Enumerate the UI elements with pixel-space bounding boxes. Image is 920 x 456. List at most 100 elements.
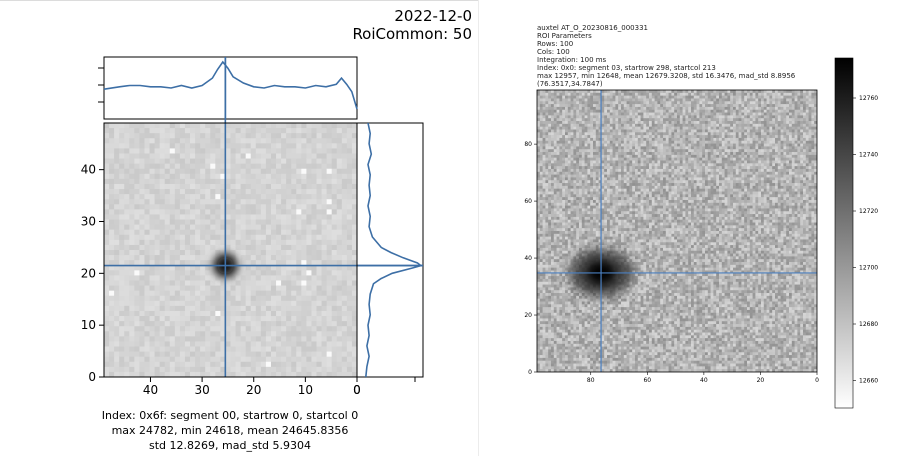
right-image-pixel (556, 284, 560, 288)
image-pixel (184, 255, 191, 261)
image-pixel (154, 178, 160, 185)
image-pixel (326, 189, 332, 195)
image-pixel (306, 250, 312, 256)
image-pixel (205, 143, 211, 149)
image-pixel (149, 214, 155, 220)
image-pixel (139, 316, 145, 322)
right-image-pixel (584, 146, 588, 150)
image-pixel (169, 128, 176, 134)
right-image-pixel (545, 259, 549, 263)
image-pixel (200, 265, 206, 271)
right-image-pixel (579, 197, 582, 201)
right-image-pixel (559, 98, 563, 102)
right-image-pixel (587, 137, 591, 141)
right-image-pixel (581, 346, 585, 350)
image-pixel (341, 351, 348, 357)
right-image-pixel (601, 309, 605, 313)
right-image-pixel (548, 126, 552, 130)
image-pixel (119, 178, 125, 185)
right-image-pixel (556, 152, 560, 156)
right-image-pixel (559, 194, 563, 198)
image-pixel (149, 168, 155, 175)
right-image-pixel (542, 276, 546, 280)
right-image-pixel (570, 188, 574, 192)
right-image-pixel (587, 191, 591, 195)
image-pixel (174, 153, 181, 159)
right-image-pixel (576, 318, 580, 322)
right-image-pixel (570, 185, 574, 189)
right-image-pixel (559, 132, 563, 136)
image-pixel (215, 158, 221, 164)
image-pixel (230, 194, 236, 200)
right-image-pixel (565, 284, 568, 288)
right-image-pixel (590, 363, 594, 367)
image-pixel (129, 356, 135, 363)
image-pixel (255, 361, 262, 368)
right-image-pixel (593, 129, 596, 133)
image-pixel (134, 305, 140, 312)
right-image-pixel (570, 307, 574, 311)
right-image-pixel (598, 309, 602, 313)
image-pixel (235, 209, 241, 215)
image-pixel (321, 285, 327, 291)
image-pixel (119, 326, 125, 332)
image-pixel (190, 265, 196, 271)
image-pixel (306, 310, 312, 317)
image-pixel (129, 229, 135, 236)
right-image-pixel (598, 301, 602, 305)
image-pixel (230, 173, 236, 180)
image-pixel (276, 295, 282, 302)
right-image-pixel (601, 349, 605, 353)
right-image-pixel (559, 118, 563, 122)
right-image-pixel (581, 295, 585, 299)
image-pixel (311, 305, 317, 312)
image-pixel (311, 234, 317, 241)
right-image-pixel (573, 335, 577, 339)
image-pixel (276, 199, 282, 205)
image-pixel (179, 300, 186, 307)
image-pixel (169, 189, 176, 195)
image-pixel (220, 214, 226, 220)
right-image-pixel (556, 106, 560, 110)
image-pixel (190, 209, 196, 215)
image-pixel (276, 371, 282, 377)
right-image-pixel (593, 346, 596, 350)
image-pixel (114, 310, 120, 317)
right-image-pixel (542, 202, 546, 206)
right-image-pixel (565, 233, 568, 237)
image-pixel (134, 204, 140, 210)
right-image-pixel (545, 166, 549, 170)
image-pixel (346, 194, 353, 200)
image-pixel (316, 229, 322, 236)
right-image-pixel (567, 135, 571, 139)
right-image-pixel (590, 188, 594, 192)
image-pixel (235, 285, 241, 291)
right-image-pixel (565, 315, 568, 319)
right-image-pixel (570, 146, 574, 150)
image-pixel (169, 224, 176, 230)
right-image-pixel (576, 188, 580, 192)
image-pixel (149, 280, 155, 286)
image-pixel (230, 153, 236, 159)
image-pixel (301, 290, 307, 297)
image-pixel (276, 133, 282, 139)
right-image-pixel (581, 118, 585, 122)
right-image-pixel (573, 137, 577, 141)
image-pixel (331, 204, 338, 210)
right-image-pixel (545, 222, 549, 226)
right-image-pixel (587, 154, 591, 158)
right-image-pixel (573, 245, 577, 249)
image-pixel (124, 234, 130, 241)
right-image-pixel (598, 174, 602, 178)
image-pixel (331, 265, 338, 271)
right-image-pixel (579, 352, 582, 356)
right-image-pixel (542, 256, 546, 260)
image-pixel (164, 366, 171, 373)
right-image-pixel (567, 278, 571, 282)
right-image-pixel (542, 349, 546, 353)
image-pixel (169, 199, 176, 205)
right-image-pixel (598, 225, 602, 229)
right-image-pixel (581, 318, 585, 322)
right-image-pixel (548, 228, 552, 232)
